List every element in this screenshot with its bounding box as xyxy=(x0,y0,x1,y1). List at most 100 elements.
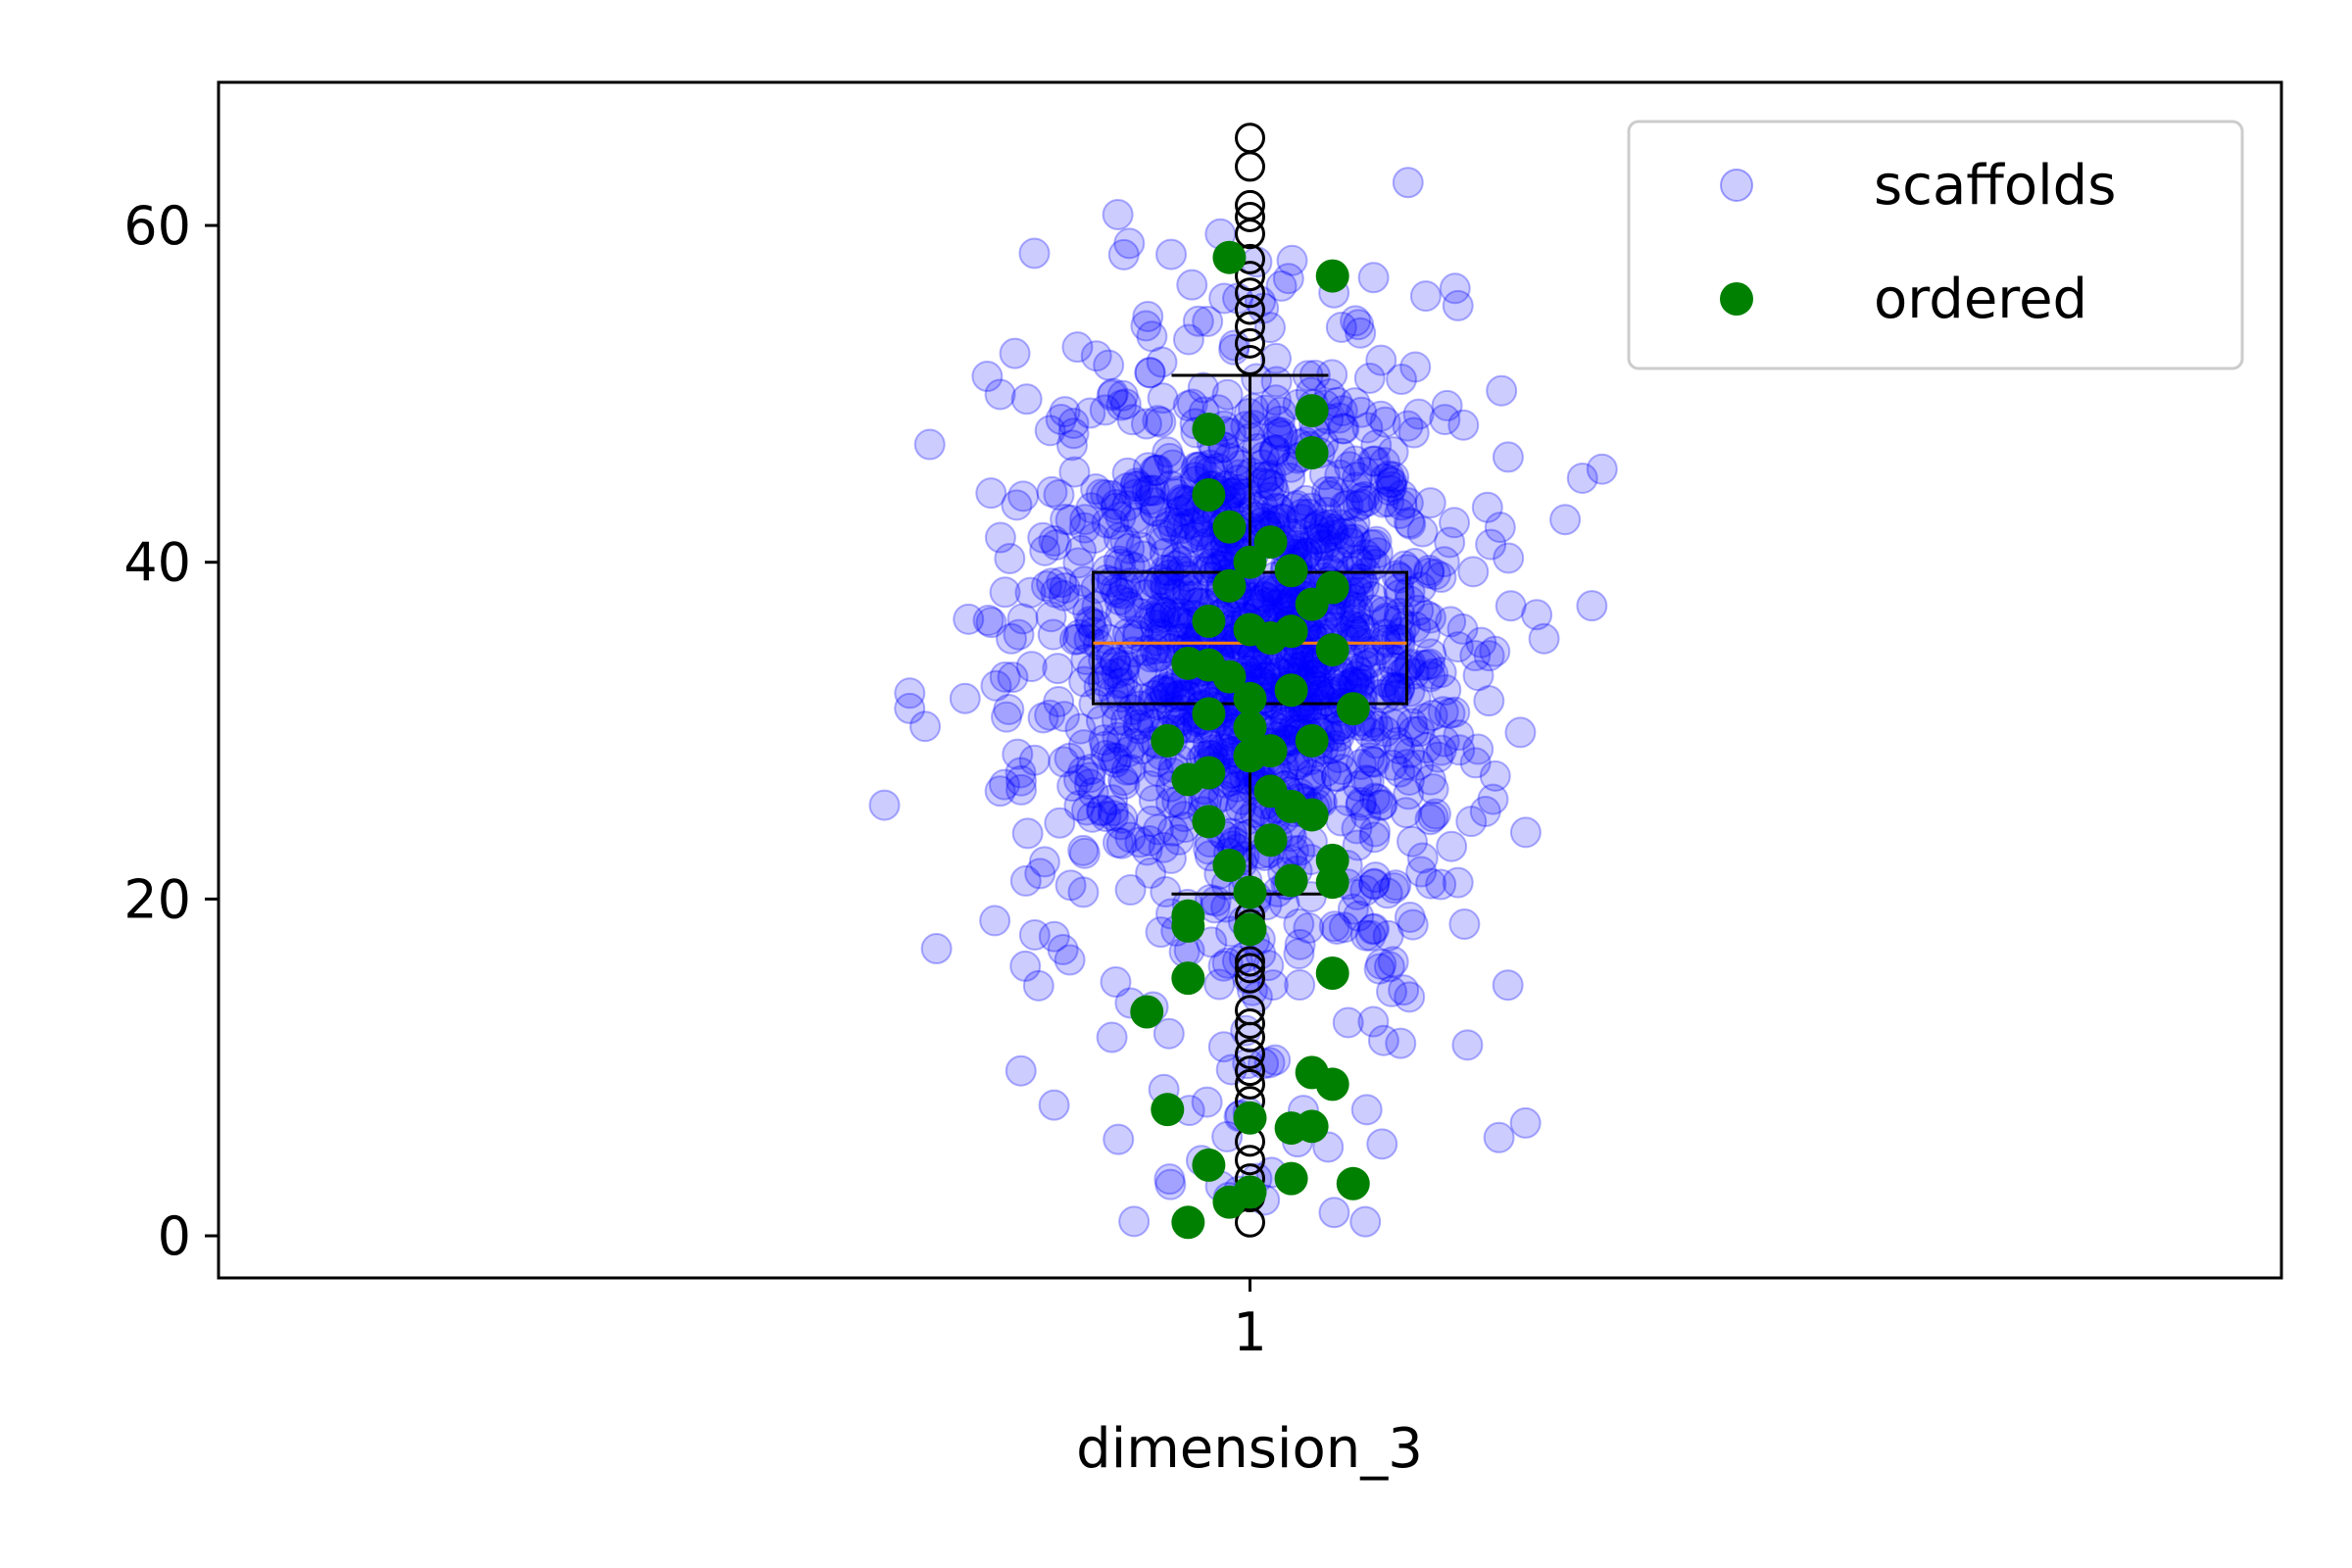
scaffold-point xyxy=(1077,776,1109,808)
scaffold-point xyxy=(1057,417,1090,450)
scaffold-point xyxy=(1067,756,1100,788)
scaffold-point xyxy=(1493,542,1525,574)
scaffold-point xyxy=(1406,515,1439,548)
scaffold-point xyxy=(1451,1029,1484,1061)
ordered-point xyxy=(1171,961,1205,996)
scaffold-point xyxy=(1446,612,1479,645)
scaffold-point xyxy=(1054,869,1087,902)
scaffold-point xyxy=(1377,946,1409,978)
scaffold-point xyxy=(1390,797,1422,829)
scaffold-point xyxy=(1340,598,1372,630)
scaffold-point xyxy=(1075,754,1107,786)
scaffold-point xyxy=(1036,567,1068,600)
scaffold-point xyxy=(1358,821,1391,854)
scaffold-point xyxy=(1262,417,1295,450)
scaffold-point xyxy=(1342,593,1374,625)
scaffold-point xyxy=(975,607,1007,639)
scaffold-point xyxy=(1310,529,1343,562)
scaffold-point xyxy=(1397,715,1430,748)
scaffold-point xyxy=(1348,480,1381,513)
scaffold-point xyxy=(1528,622,1560,655)
scaffold-point xyxy=(1313,480,1346,513)
scaffold-point xyxy=(1064,712,1097,745)
scaffold-point xyxy=(1009,950,1042,982)
scaffold-point xyxy=(1386,479,1418,512)
scaffold-point xyxy=(1218,333,1250,366)
ordered-point xyxy=(1233,875,1267,909)
scaffold-point xyxy=(1196,533,1228,565)
scaffold-point xyxy=(1088,644,1120,676)
scaffold-point xyxy=(984,521,1016,554)
scaffold-point xyxy=(1238,410,1270,442)
scaffold-point xyxy=(1157,513,1190,545)
scaffold-point xyxy=(1068,512,1101,544)
scaffold-point xyxy=(1417,773,1449,806)
scaffold-point xyxy=(1119,470,1152,503)
scaffold-point xyxy=(1276,244,1308,276)
scaffold-point xyxy=(1430,673,1462,706)
scaffold-point xyxy=(1087,664,1119,697)
scaffold-point xyxy=(1261,589,1294,621)
flier xyxy=(1235,311,1265,342)
scaffold-point xyxy=(1369,406,1401,438)
scaffold-point xyxy=(1393,763,1425,796)
scaffold-point xyxy=(1111,677,1144,710)
scaffold-point xyxy=(1247,449,1279,481)
scaffold-point xyxy=(1258,653,1291,685)
scaffold-point xyxy=(1351,412,1384,444)
ordered-point xyxy=(1295,723,1329,758)
scaffold-point xyxy=(1103,667,1136,700)
ordered-point xyxy=(1315,259,1349,293)
scaffold-point xyxy=(1201,539,1234,571)
scaffold-point xyxy=(1014,576,1047,609)
scaffold-point xyxy=(1365,789,1397,821)
scaffold-point xyxy=(1164,495,1197,527)
ordered-point xyxy=(1233,545,1267,579)
scaffold-point xyxy=(1413,648,1446,680)
ordered-point xyxy=(1315,956,1349,990)
scaffold-point xyxy=(1046,566,1078,599)
scaffold-point xyxy=(994,542,1026,574)
scaffold-point xyxy=(1341,661,1373,693)
scaffold-point xyxy=(1484,512,1516,544)
scaffold-point xyxy=(1044,807,1076,839)
scaffold-point xyxy=(1139,455,1171,487)
scaffold-point xyxy=(1194,884,1226,916)
scaffold-point xyxy=(1417,801,1449,833)
legend-marker-scaffolds xyxy=(1720,169,1753,202)
scaffold-point xyxy=(990,701,1022,733)
ordered-point xyxy=(1130,995,1164,1029)
scaffold-point xyxy=(1146,673,1178,706)
scaffold-point xyxy=(1148,596,1180,628)
flier xyxy=(1235,1038,1265,1069)
scaffold-point xyxy=(1001,489,1033,521)
ordered-point xyxy=(1315,865,1349,900)
scaffold-point xyxy=(1260,492,1293,524)
scaffold-point xyxy=(1172,390,1204,422)
scaffold-point xyxy=(1112,736,1145,768)
scaffold-point xyxy=(1102,522,1135,555)
scaffold-point xyxy=(1106,651,1139,683)
scaffold-point xyxy=(1138,474,1170,507)
scaffold-point xyxy=(1100,646,1132,678)
scaffold-point xyxy=(1067,876,1100,908)
scaffold-point xyxy=(1163,507,1196,539)
scaffold-point xyxy=(1327,413,1359,445)
scaffold-point xyxy=(1152,555,1185,587)
legend-frame xyxy=(1627,120,2244,370)
scaffold-point xyxy=(1143,603,1175,635)
scaffold-point xyxy=(1443,719,1475,752)
scaffold-point xyxy=(1166,546,1199,578)
scaffold-point xyxy=(1007,480,1040,513)
scaffold-point xyxy=(1311,475,1344,508)
scaffold-point xyxy=(1402,749,1435,781)
scaffold-point xyxy=(1349,650,1382,682)
scaffold-point xyxy=(1144,617,1176,650)
scaffold-point xyxy=(1136,320,1168,353)
ordered-point xyxy=(1212,240,1247,274)
scaffold-point xyxy=(1213,442,1246,474)
scaffold-point xyxy=(1120,467,1152,500)
scaffold-point xyxy=(1479,760,1511,792)
scaffold-point xyxy=(1378,709,1410,741)
scaffold-point xyxy=(1284,969,1316,1002)
